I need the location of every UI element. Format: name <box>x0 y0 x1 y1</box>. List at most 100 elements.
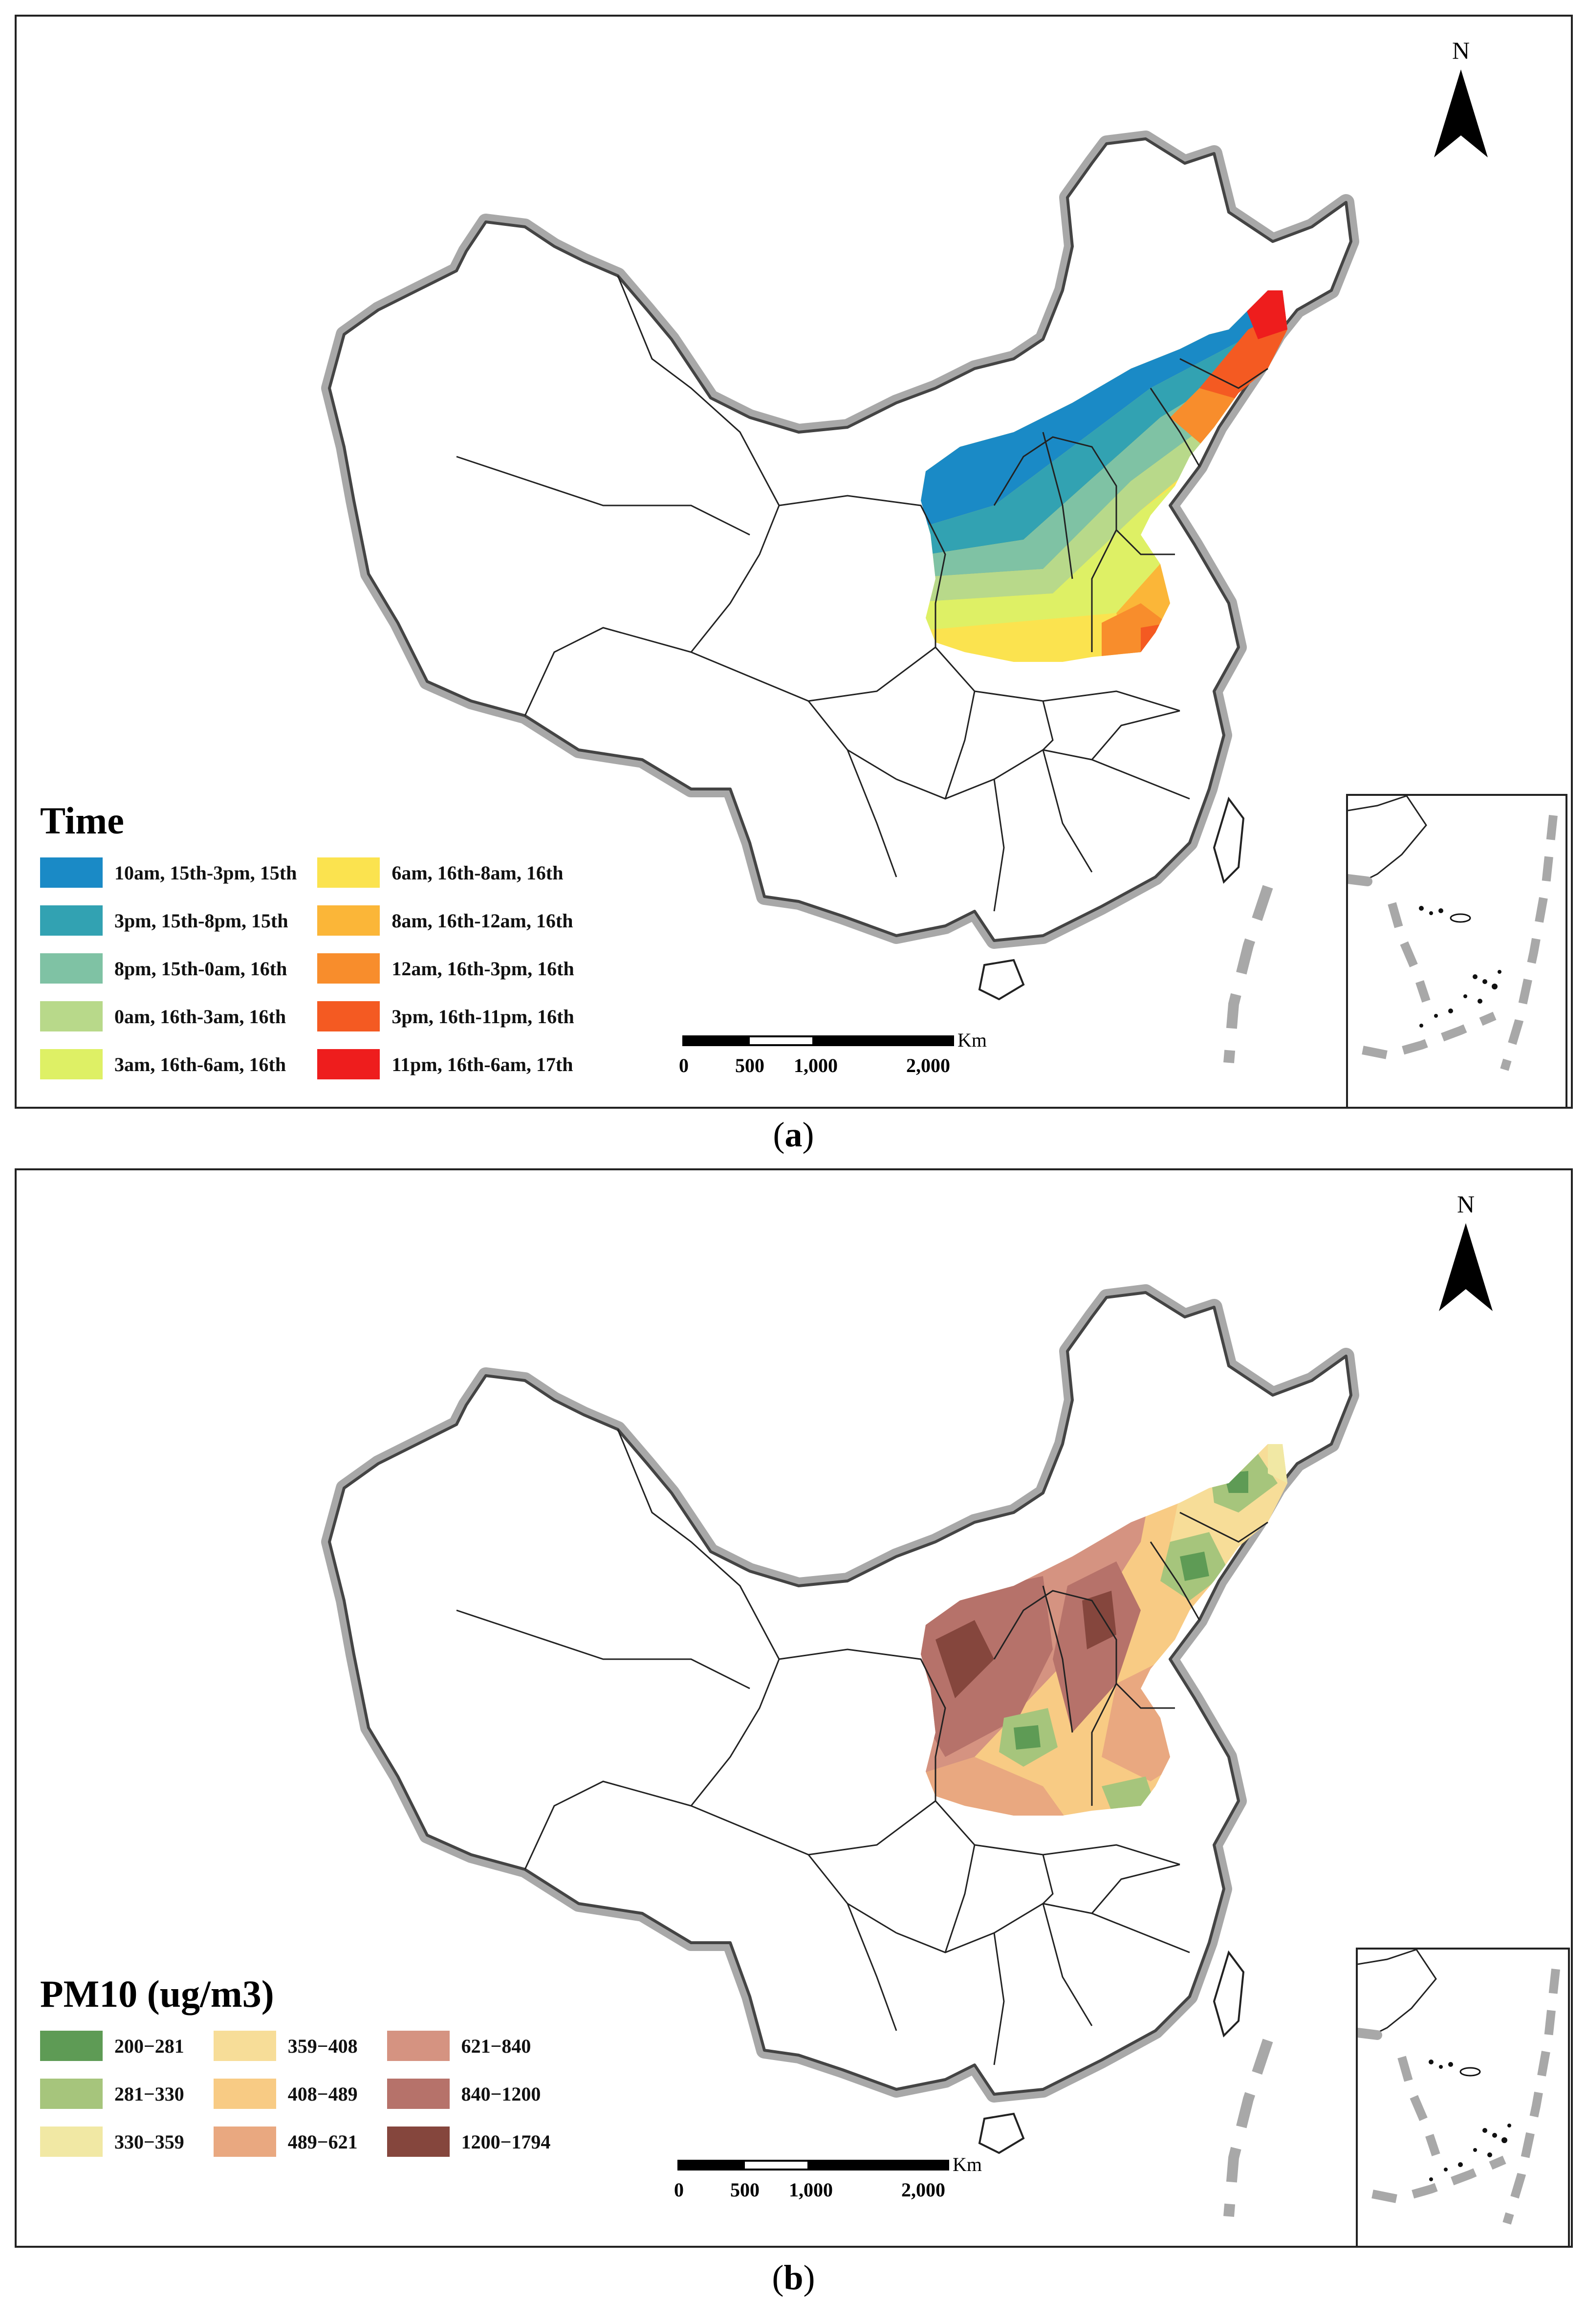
pm10-legend-swatch <box>213 2127 276 2157</box>
legend-title-a: Time <box>40 799 124 842</box>
scale-bar-a: Km 0 500 1,000 2,000 <box>676 1029 987 1087</box>
time-legend-swatch <box>40 905 103 936</box>
time-legend-label: 3am, 16th-6am, 16th <box>114 1053 286 1075</box>
time-legend-label: 8pm, 15th-0am, 16th <box>114 957 287 980</box>
scale-tick-2000-b: 2,000 <box>901 2179 945 2201</box>
pm10-legend-item: 408−489 <box>213 2078 358 2110</box>
taiwan-island-b <box>1213 1950 1245 2038</box>
time-legend-label: 10am, 15th-3pm, 15th <box>114 861 297 884</box>
maritime-boundary-b <box>1223 2039 1273 2217</box>
legend-b: PM10 (ug/m3) 200−281 281−330 330−359 359−40… <box>40 1972 550 2158</box>
pm10-legend-item: 1200−1794 <box>387 2126 551 2158</box>
pm10-legend-item: 840−1200 <box>387 2078 551 2110</box>
pm10-legend-item: 621−840 <box>387 2030 551 2062</box>
time-legend-item: 12am, 16th-3pm, 16th <box>317 952 574 985</box>
time-legend-swatch <box>317 1001 380 1031</box>
north-arrow-icon <box>1439 1223 1493 1311</box>
time-legend-label: 6am, 16th-8am, 16th <box>391 861 564 884</box>
scale-tick-500-b: 500 <box>730 2179 760 2201</box>
inset-map-b <box>1353 1948 1570 2246</box>
pm10-legend-item: 330−359 <box>40 2126 184 2158</box>
time-legend-label: 3pm, 16th-11pm, 16th <box>391 1005 574 1028</box>
scale-bar-b: Km 0 500 1,000 2,000 <box>672 2153 982 2212</box>
province-lines-b <box>456 1429 1268 2065</box>
time-legend-item: 3pm, 16th-11pm, 16th <box>317 1000 574 1032</box>
time-legend-label: 8am, 16th-12am, 16th <box>391 909 573 932</box>
pm10-legend-label: 1200−1794 <box>461 2130 551 2153</box>
china-map-a <box>321 131 1359 1063</box>
pm10-legend-label: 330−359 <box>114 2130 184 2153</box>
time-legend-item: 11pm, 16th-6am, 17th <box>317 1048 574 1080</box>
time-legend-swatch <box>317 953 380 984</box>
time-legend-swatch <box>40 857 103 888</box>
pm10-legend-item: 359−408 <box>213 2030 358 2062</box>
maritime-boundary-a <box>1223 885 1273 1063</box>
map-panel-a: Time 10am, 15th-3pm, 15th 3pm, 15th-8pm, … <box>15 15 1573 1109</box>
time-legend-label: 0am, 16th-3am, 16th <box>114 1005 286 1028</box>
inset-map-graphic-b <box>1353 1949 1560 2225</box>
hainan-island-a <box>978 959 1025 1001</box>
pm10-legend-label: 408−489 <box>287 2083 358 2105</box>
pm10-legend-swatch <box>40 2079 103 2109</box>
scale-tick-500-a: 500 <box>735 1054 764 1076</box>
north-arrow-a: N <box>1429 36 1493 165</box>
time-legend-swatch <box>317 857 380 888</box>
time-legend-label: 12am, 16th-3pm, 16th <box>391 957 574 980</box>
legend-grid-a: 10am, 15th-3pm, 15th 3pm, 15th-8pm, 15th 8… <box>40 856 574 1080</box>
time-legend-swatch <box>40 953 103 984</box>
time-legend-item: 8am, 16th-12am, 16th <box>317 904 574 937</box>
time-legend-label: 3pm, 15th-8pm, 15th <box>114 909 288 932</box>
scale-unit-a: Km <box>957 1029 987 1051</box>
time-legend-item: 6am, 16th-8am, 16th <box>317 856 574 889</box>
time-legend-label: 11pm, 16th-6am, 17th <box>391 1053 573 1075</box>
pm10-legend-item: 489−621 <box>213 2126 358 2158</box>
pm10-legend-label: 281−330 <box>114 2083 184 2105</box>
legend-title-b: PM10 (ug/m3) <box>40 1973 274 2015</box>
pm10-legend-swatch <box>40 2031 103 2061</box>
north-label-b: N <box>1457 1190 1475 1218</box>
time-legend-item: 3am, 16th-6am, 16th <box>40 1048 297 1080</box>
scale-tick-0-b: 0 <box>674 2179 684 2201</box>
caption-b: (b) <box>772 2258 815 2297</box>
time-legend-item: 3pm, 15th-8pm, 15th <box>40 904 297 937</box>
pm10-legend-label: 840−1200 <box>461 2083 541 2105</box>
china-map-b <box>321 1284 1359 2217</box>
legend-grid-b: 200−281 281−330 330−359 359−408 408−489 489−6… <box>40 2030 550 2158</box>
pm10-legend-swatch <box>40 2127 103 2157</box>
scale-tick-0-a: 0 <box>679 1054 689 1076</box>
inset-map-a <box>1343 794 1567 1107</box>
map-panel-b: PM10 (ug/m3) 200−281 281−330 330−359 359−40… <box>15 1168 1573 2248</box>
caption-label-b: b <box>783 2258 804 2297</box>
pm10-legend-swatch <box>387 2079 450 2109</box>
legend-a: Time 10am, 15th-3pm, 15th 3pm, 15th-8pm, … <box>40 799 574 1080</box>
caption-label-a: a <box>784 1115 803 1154</box>
north-arrow-icon <box>1434 69 1488 157</box>
time-legend-swatch <box>40 1049 103 1079</box>
pm10-legend-item: 281−330 <box>40 2078 184 2110</box>
time-legend-item: 0am, 16th-3am, 16th <box>40 1000 297 1032</box>
pm10-legend-swatch <box>387 2127 450 2157</box>
pm10-legend-label: 359−408 <box>287 2035 358 2057</box>
time-legend-swatch <box>317 1049 380 1079</box>
pm10-legend-swatch <box>213 2031 276 2061</box>
pm10-legend-label: 200−281 <box>114 2035 184 2057</box>
pm10-legend-label: 621−840 <box>461 2035 531 2057</box>
time-legend-item: 8pm, 15th-0am, 16th <box>40 952 297 985</box>
province-lines-a <box>456 275 1268 912</box>
scale-bar-graphic-a <box>682 1035 954 1046</box>
scale-unit-b: Km <box>953 2153 982 2175</box>
north-label-a: N <box>1452 37 1470 64</box>
caption-a: (a) <box>773 1115 814 1154</box>
time-legend-swatch <box>40 1001 103 1031</box>
north-arrow-b: N <box>1434 1190 1498 1318</box>
scale-tick-2000-a: 2,000 <box>906 1054 950 1076</box>
scale-tick-1000-b: 1,000 <box>789 2179 833 2201</box>
taiwan-island-a <box>1213 796 1245 884</box>
hainan-island-b <box>978 2112 1025 2154</box>
scale-tick-1000-a: 1,000 <box>794 1054 838 1076</box>
pm10-legend-item: 200−281 <box>40 2030 184 2062</box>
time-legend-swatch <box>317 905 380 936</box>
pm10-legend-swatch <box>387 2031 450 2061</box>
time-legend-item: 10am, 15th-3pm, 15th <box>40 856 297 889</box>
pm10-legend-label: 489−621 <box>287 2130 358 2153</box>
